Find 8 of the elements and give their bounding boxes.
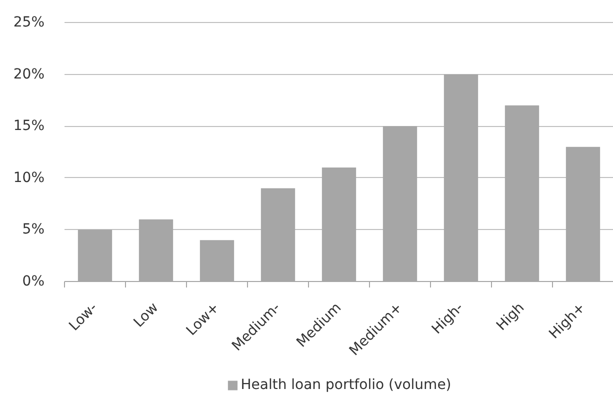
y-tick-label: 10% — [13, 170, 45, 186]
y-tick-label: 5% — [22, 222, 45, 238]
x-tick-label: Low — [130, 300, 162, 331]
y-tick-label: 15% — [13, 118, 45, 134]
y-tick-label: 0% — [22, 274, 45, 290]
y-tick-label: 20% — [13, 66, 45, 82]
legend-label: Health loan portfolio (volume) — [240, 377, 452, 393]
y-tick-label: 25% — [13, 14, 45, 31]
